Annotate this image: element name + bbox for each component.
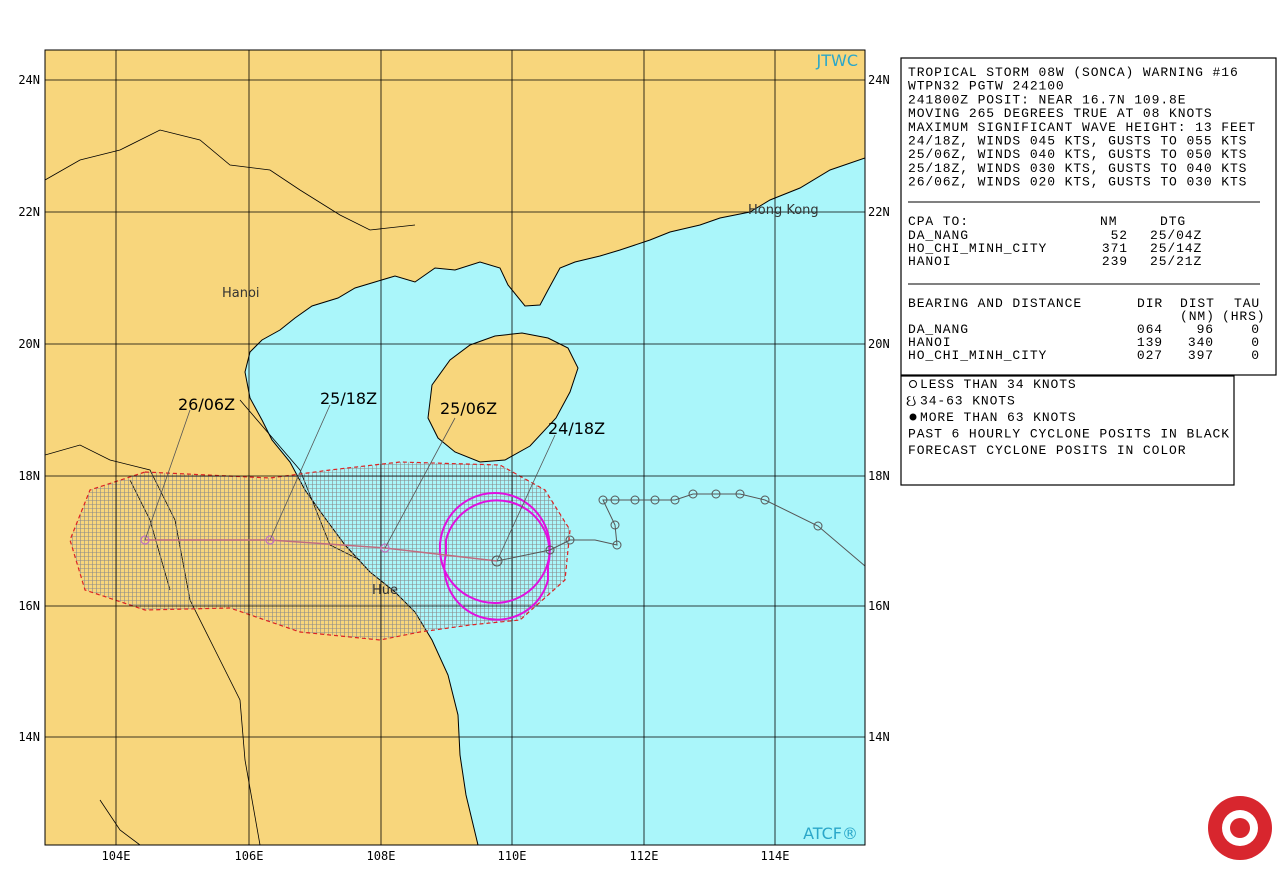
bearing-header: DIR <box>1137 296 1163 311</box>
lon-label: 106E <box>235 849 264 863</box>
legend-symbol <box>909 380 917 388</box>
lon-label: 112E <box>630 849 659 863</box>
bearing-cell: 064 <box>1137 322 1163 337</box>
bearing-cell: 96 <box>1197 322 1214 337</box>
lat-label: 16N <box>868 599 890 613</box>
lat-label: 20N <box>18 337 40 351</box>
warning-line: 26/06Z, WINDS 020 KTS, GUSTS TO 030 KTS <box>908 175 1247 190</box>
lat-label: 18N <box>868 469 890 483</box>
forecast-time-label: 24/18Z <box>548 419 605 438</box>
bearing-cell: HANOI <box>908 335 952 350</box>
bearing-cell: HO_CHI_MINH_CITY <box>908 348 1047 363</box>
cpa-cell: DA_NANG <box>908 228 969 243</box>
cpa-cell: HO_CHI_MINH_CITY <box>908 241 1047 256</box>
warning-line: 241800Z POSIT: NEAR 16.7N 109.8E <box>908 92 1186 107</box>
bearing-cell: 397 <box>1188 348 1214 363</box>
warning-line: MOVING 265 DEGREES TRUE AT 08 KNOTS <box>908 106 1213 121</box>
forecast-time-label: 25/06Z <box>440 399 497 418</box>
lon-label: 114E <box>761 849 790 863</box>
lat-label: 22N <box>868 205 890 219</box>
bearing-cell: 027 <box>1137 348 1163 363</box>
warning-line: 25/06Z, WINDS 040 KTS, GUSTS TO 050 KTS <box>908 147 1247 162</box>
lat-label: 14N <box>868 730 890 744</box>
legend-line: MORE THAN 63 KNOTS <box>920 410 1077 425</box>
cpa-cell: 25/14Z <box>1150 241 1202 256</box>
hainan-island <box>427 332 579 463</box>
lat-label: 20N <box>868 337 890 351</box>
cpa-cell: 371 <box>1102 241 1128 256</box>
warning-line: 24/18Z, WINDS 045 KTS, GUSTS TO 055 KTS <box>908 134 1247 149</box>
cpa-cell: 239 <box>1102 254 1128 269</box>
place-label: Hue <box>372 583 398 598</box>
legend-line: LESS THAN 34 KNOTS <box>920 377 1077 392</box>
warning-line: 25/18Z, WINDS 030 KTS, GUSTS TO 040 KTS <box>908 161 1247 176</box>
lat-label: 22N <box>18 205 40 219</box>
cpa-cell: 25/21Z <box>1150 254 1202 269</box>
bearing-cell: 0 <box>1251 335 1260 350</box>
bearing-header: DIST <box>1180 296 1215 311</box>
lat-label: 24N <box>868 73 890 87</box>
past-track <box>496 493 865 567</box>
bearing-cell: 340 <box>1188 335 1214 350</box>
cpa-cell: 25/04Z <box>1150 228 1202 243</box>
corner-label: ATCF® <box>803 824 858 843</box>
lat-label: 14N <box>18 730 40 744</box>
warning-line: MAXIMUM SIGNIFICANT WAVE HEIGHT: 13 FEET <box>908 120 1256 135</box>
legend-line: PAST 6 HOURLY CYCLONE POSITS IN BLACK <box>908 427 1230 442</box>
forecast-positions <box>140 535 390 553</box>
lon-label: 110E <box>498 849 527 863</box>
bearing-cell: 0 <box>1251 322 1260 337</box>
forecast-time-label: 25/18Z <box>320 389 377 408</box>
place-label: Hong Kong <box>748 203 819 218</box>
map <box>45 50 865 845</box>
forecast-track <box>145 539 498 562</box>
bearing-cell: 139 <box>1137 335 1163 350</box>
legend-symbol: ઇ <box>906 391 916 410</box>
lat-label: 24N <box>18 73 40 87</box>
warning-line: WTPN32 PGTW 242100 <box>908 79 1065 94</box>
forecast-time-label: 26/06Z <box>178 395 235 414</box>
danger-swath <box>69 461 571 641</box>
lat-label: 16N <box>18 599 40 613</box>
wind-radii <box>439 492 551 621</box>
cpa-header: DTG <box>1160 214 1186 229</box>
place-label: Hanoi <box>222 286 260 301</box>
leader-lines <box>144 404 556 562</box>
legend-line: FORECAST CYCLONE POSITS IN COLOR <box>908 443 1186 458</box>
map-frame <box>44 49 866 846</box>
lon-label: 104E <box>102 849 131 863</box>
past-positions <box>491 489 823 567</box>
legend-symbol <box>909 413 917 421</box>
corner-label: JTWC <box>816 51 858 70</box>
cpa-header: NM <box>1100 214 1117 229</box>
cpa-header: CPA TO: <box>908 214 969 229</box>
legend-box <box>900 375 1235 486</box>
bearing-header: TAU <box>1234 296 1260 311</box>
bearing-header: BEARING AND DISTANCE <box>908 296 1082 311</box>
legend-line: 34-63 KNOTS <box>920 394 1016 409</box>
bearing-units: (NM) <box>1180 309 1215 324</box>
bearing-units: (HRS) <box>1222 309 1266 324</box>
cpa-cell: 52 <box>1111 228 1128 243</box>
lon-label: 108E <box>367 849 396 863</box>
logo <box>1230 818 1250 838</box>
cpa-cell: HANOI <box>908 254 952 269</box>
bearing-cell: DA_NANG <box>908 322 969 337</box>
warning-line: TROPICAL STORM 08W (SONCA) WARNING #16 <box>908 65 1239 80</box>
warning-box <box>900 57 1277 376</box>
bearing-cell: 0 <box>1251 348 1260 363</box>
grid <box>45 50 865 845</box>
lat-label: 18N <box>18 469 40 483</box>
